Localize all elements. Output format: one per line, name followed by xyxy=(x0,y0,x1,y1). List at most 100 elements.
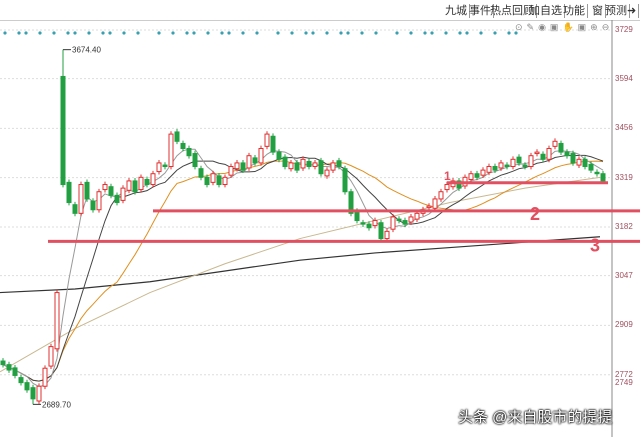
event-marker xyxy=(430,31,434,35)
y-tick-label: 3594 xyxy=(615,73,633,83)
candle-body xyxy=(546,148,552,160)
candle-body xyxy=(180,142,186,150)
candle-body xyxy=(108,186,114,196)
candle-body xyxy=(132,180,138,193)
candle-body xyxy=(480,169,486,176)
candle-body xyxy=(204,176,210,186)
candle-body xyxy=(330,162,336,171)
toolbar-item[interactable]: ➜ xyxy=(625,4,640,18)
support-line-label: 2 xyxy=(530,204,540,224)
candle-body xyxy=(96,191,102,211)
support-line-label: 3 xyxy=(590,236,600,256)
candle-body xyxy=(306,160,312,168)
candle-body xyxy=(432,198,438,209)
candle-body xyxy=(384,230,390,240)
candle-body xyxy=(342,168,348,193)
candle-body xyxy=(234,162,240,170)
event-marker xyxy=(108,31,112,35)
candle-body xyxy=(0,360,6,366)
ma5-line xyxy=(2,148,604,388)
event-marker xyxy=(514,31,518,35)
candle-body xyxy=(516,156,522,164)
event-marker xyxy=(66,31,70,35)
candle-body xyxy=(66,181,72,204)
candle-body xyxy=(366,223,372,229)
candle-body xyxy=(444,184,450,191)
toolbar-item[interactable]: 事件 xyxy=(467,4,494,18)
event-marker xyxy=(493,31,497,35)
event-marker xyxy=(17,31,21,35)
candle-body xyxy=(354,210,360,222)
candle-body xyxy=(138,176,144,191)
toolbar-item[interactable]: 窗 xyxy=(590,4,606,18)
candle-body xyxy=(276,151,282,160)
candle-body xyxy=(36,385,42,402)
candle-body xyxy=(534,151,540,155)
event-marker xyxy=(311,31,315,35)
candle-body xyxy=(504,164,510,168)
annotation-label: 3674.40 xyxy=(72,46,101,55)
candle-body xyxy=(84,181,90,200)
toolbar: 九城 事件 热点回顾 加自选 功能窗预测 ➜ xyxy=(0,0,640,21)
event-marker xyxy=(339,31,343,35)
event-marker xyxy=(192,31,196,35)
candle-body xyxy=(558,142,564,153)
candle-body xyxy=(336,160,342,168)
candle-body xyxy=(282,156,288,168)
toolbar-item[interactable]: 热点回顾 xyxy=(488,4,537,18)
candle-body xyxy=(486,166,492,173)
candle-body xyxy=(144,178,150,186)
event-marker xyxy=(346,31,350,35)
event-marker xyxy=(3,31,7,35)
y-tick-label: 2909 xyxy=(615,320,633,330)
candle-body xyxy=(552,140,558,147)
y-tick-label: 3729 xyxy=(615,25,633,34)
toolbar-item[interactable]: 功能 xyxy=(561,4,588,18)
event-marker xyxy=(325,31,329,35)
candle-body xyxy=(78,184,84,214)
ma-long-dark xyxy=(0,236,601,294)
candle-body xyxy=(318,160,324,175)
event-marker xyxy=(206,31,210,35)
event-marker xyxy=(220,31,224,35)
toolbar-item[interactable]: 九城 xyxy=(443,4,470,18)
y-tick-label: 3047 xyxy=(615,270,633,280)
candle-body xyxy=(72,204,78,214)
event-marker xyxy=(444,31,448,35)
candle-body xyxy=(348,191,354,214)
candle-body xyxy=(216,175,222,186)
event-marker xyxy=(409,31,413,35)
event-marker xyxy=(255,31,259,35)
candle-body xyxy=(324,169,330,177)
candle-body xyxy=(30,387,36,400)
candle-body xyxy=(492,166,498,171)
event-marker xyxy=(38,31,42,35)
candle-body xyxy=(438,191,444,200)
candle-body xyxy=(246,155,252,169)
candle-body xyxy=(456,180,462,189)
candle-body xyxy=(114,194,120,204)
event-marker xyxy=(374,31,378,35)
candle-body xyxy=(90,200,96,211)
candle-body xyxy=(528,155,534,168)
candle-body xyxy=(570,153,576,164)
candle-body xyxy=(390,216,396,230)
event-marker xyxy=(507,31,511,35)
candle-body xyxy=(60,75,66,186)
event-marker xyxy=(171,31,175,35)
y-tick-label: 2772 xyxy=(615,369,633,379)
candle-body xyxy=(240,162,246,171)
candle-body xyxy=(48,346,54,367)
candle-body xyxy=(102,184,108,191)
event-marker xyxy=(101,31,105,35)
candle-body xyxy=(372,220,378,227)
candle-body xyxy=(414,212,420,220)
support-line-label: 1 xyxy=(444,169,451,183)
candle-body xyxy=(510,158,516,168)
candle-body xyxy=(402,220,408,225)
candle-body xyxy=(210,173,216,183)
toolbar-item[interactable]: 预测 xyxy=(603,4,630,18)
event-marker xyxy=(122,31,126,35)
toolbar-item[interactable]: 加自选 xyxy=(527,4,565,18)
